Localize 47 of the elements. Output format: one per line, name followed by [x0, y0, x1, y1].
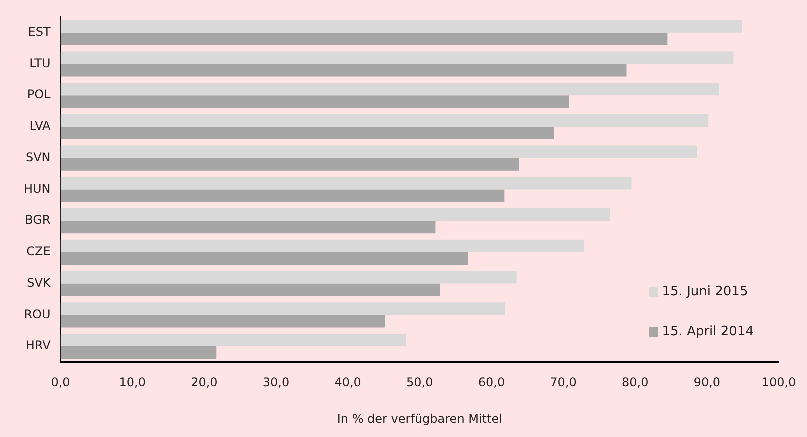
bar: [60, 96, 570, 108]
x-tick-label: 70,0: [550, 376, 577, 390]
bar: [60, 252, 468, 265]
x-tick-label: 80,0: [622, 376, 649, 390]
bar: [60, 221, 436, 234]
bar: [60, 302, 506, 316]
y-tick-label: HUN: [24, 182, 51, 196]
bar: [60, 32, 668, 46]
legend-label: 15. Juni 2015: [662, 284, 748, 300]
x-tick-label: 60,0: [478, 376, 506, 390]
y-tick-label: EST: [28, 25, 52, 40]
bar: [60, 114, 709, 127]
bar: [60, 83, 720, 96]
y-tick-label: SVK: [27, 276, 52, 290]
y-tick-label: LTU: [30, 56, 51, 70]
y-tick-label: BGR: [25, 213, 51, 228]
bar: [60, 346, 217, 360]
bar: [60, 334, 406, 347]
bar: [60, 315, 386, 328]
bar: [60, 271, 517, 284]
legend-label: 15. April 2014: [662, 324, 754, 340]
x-tick-label: 20,0: [191, 376, 218, 390]
x-tick-label: 90,0: [694, 376, 721, 390]
bar: [60, 208, 610, 222]
x-axis-title: In % der verfügbaren Mittel: [337, 412, 502, 426]
y-tick-label: SVN: [26, 150, 51, 164]
y-tick-label: LVA: [30, 119, 52, 134]
x-tick-label: 10,0: [119, 376, 146, 390]
bar: [60, 126, 554, 140]
y-tick-label: HRV: [26, 338, 52, 353]
x-tick-label: 0,0: [51, 376, 70, 390]
bar: [60, 52, 734, 64]
y-tick-label: POL: [27, 88, 52, 102]
x-tick-label: 30,0: [262, 376, 290, 390]
x-tick-label: 40,0: [334, 376, 362, 390]
bar: [60, 177, 632, 190]
bar: [60, 146, 698, 158]
bar: [60, 64, 627, 77]
x-tick-label: 50,0: [406, 376, 434, 390]
x-tick-label: 100,0: [762, 376, 796, 390]
bar: [60, 284, 440, 296]
y-tick-label: CZE: [26, 244, 51, 259]
bar: [60, 158, 520, 171]
bar: [60, 190, 505, 202]
y-tick-label: ROU: [24, 307, 51, 322]
bar: [60, 240, 584, 252]
bar: [60, 20, 742, 33]
